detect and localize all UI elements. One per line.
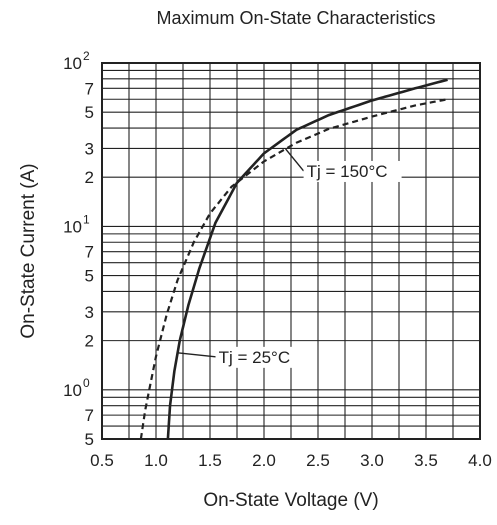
series-line-150c: [139, 98, 448, 440]
y-tick-label: 2: [85, 168, 94, 187]
x-tick-label: 2.5: [306, 451, 330, 470]
x-axis-title: On-State Voltage (V): [203, 490, 378, 511]
annotation-background: [215, 346, 305, 368]
x-tick-label: 3.0: [360, 451, 384, 470]
series-line-25c: [166, 78, 448, 440]
y-tick-label: 10: [63, 217, 82, 236]
y-axis-title: On-State Current (A): [18, 163, 39, 338]
x-tick-label: 3.5: [414, 451, 438, 470]
annotation-label: Tj = 25°C: [219, 348, 291, 367]
plot-frame: [101, 62, 481, 440]
y-tick-label: 7: [85, 406, 94, 425]
y-tick-label: 5: [85, 430, 94, 449]
annotations: Tj = 150°C Tj = 25°C: [177, 148, 402, 368]
curves: [139, 78, 448, 440]
y-tick-label: 7: [85, 79, 94, 98]
y-tick-label: 2: [85, 332, 94, 351]
x-tick-label: 2.0: [252, 451, 276, 470]
y-tick-label: 3: [85, 139, 94, 158]
y-tick-exponent: 1: [83, 212, 90, 226]
y-tick-label: 10: [63, 54, 82, 73]
y-tick-label: 7: [85, 243, 94, 262]
y-tick-label: 10: [63, 381, 82, 400]
annotation-leader: [285, 148, 305, 172]
annotation-leader: [177, 352, 216, 358]
y-tick-label: 5: [85, 267, 94, 286]
y-tick-exponent: 2: [83, 49, 90, 63]
x-tick-label: 1.5: [198, 451, 222, 470]
x-tick-labels: 0.5 1.0 1.5 2.0 2.5 3.0 3.5 4.0: [90, 451, 492, 470]
annotation-label: Tj = 150°C: [307, 162, 388, 181]
y-tick-label: 3: [85, 303, 94, 322]
x-tick-label: 1.0: [144, 451, 168, 470]
x-tick-label: 4.0: [468, 451, 492, 470]
y-tick-exponent: 0: [83, 376, 90, 390]
chart-title: Maximum On-State Characteristics: [156, 8, 435, 28]
y-tick-label: 5: [85, 103, 94, 122]
grid: [102, 63, 480, 439]
annotation-background: [303, 160, 402, 182]
x-tick-label: 0.5: [90, 451, 114, 470]
